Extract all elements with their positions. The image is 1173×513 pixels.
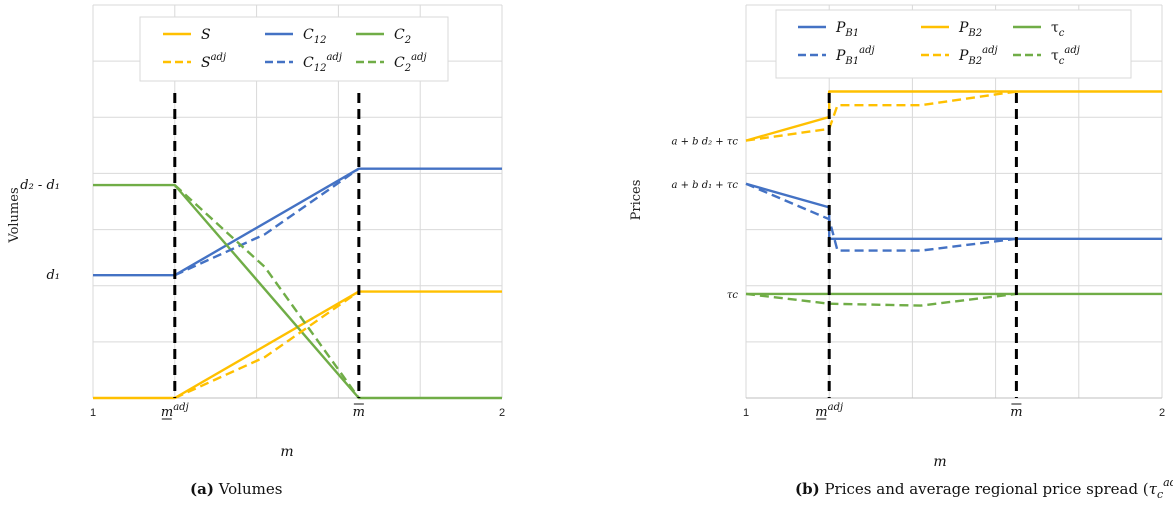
series-line-yellow <box>93 290 502 400</box>
legend-label: PB2 <box>958 20 982 39</box>
legend-label: C2adj <box>394 52 427 74</box>
x-tick-label: 2 <box>499 407 505 419</box>
legend-label: PB1 <box>835 20 859 39</box>
series-line-yellow <box>745 90 1162 142</box>
series-line-green-adj <box>745 292 1017 307</box>
x-tick-label: m <box>353 405 365 420</box>
y-tick-label: a + b d₁ + τc <box>671 180 738 191</box>
legend-label: C2 <box>394 27 411 46</box>
y-axis-title: Volumes <box>7 187 22 243</box>
legend-label: S <box>201 27 211 43</box>
x-axis-title: m <box>933 454 946 470</box>
x-axis-title: m <box>280 444 293 460</box>
legend-label: τcadj <box>1051 45 1080 67</box>
series-line-yellow-adj <box>174 290 360 400</box>
legend-label: τc <box>1051 20 1065 39</box>
figure-caption: (a) Volumes <box>190 480 282 498</box>
legend-label: C12adj <box>303 52 342 74</box>
y-tick-label: a + b d₂ + τc <box>671 137 738 148</box>
series-line-green-adj <box>173 184 360 399</box>
legend-label: PB2adj <box>958 45 998 67</box>
series-line-yellow-adj <box>745 90 1017 142</box>
x-tick-label: madj <box>161 402 189 420</box>
series-line-blue <box>93 167 502 277</box>
x-tick-label: 2 <box>1159 407 1165 419</box>
chart-panel-b: 1 madj m 2 a + b d₂ + τc a + b d₁ + τc τc Price… <box>629 4 1173 501</box>
series-line-blue <box>745 182 1162 241</box>
y-axis-title: Prices <box>629 180 644 221</box>
series-line-blue-adj <box>745 182 1017 252</box>
legend: PB1 PB2 τc PB1adj PB2adj τcadj <box>775 9 1132 79</box>
figure-caption: (b) Prices and average regional price sp… <box>795 476 1173 501</box>
legend-box <box>139 16 449 82</box>
x-tick-label: m <box>1010 405 1022 420</box>
chart-panel-a: 1 madj m 2 d₂ - d₁ d₁ Volumes m S C12 C2 Sadj C12adj… <box>7 4 505 498</box>
legend-label: C12 <box>303 27 326 46</box>
legend: S C12 C2 Sadj C12adj C2adj <box>139 16 449 82</box>
legend-label: PB1adj <box>835 45 875 67</box>
x-tick-label: madj <box>815 402 843 420</box>
x-tick-label: 1 <box>743 407 749 419</box>
legend-box <box>775 9 1132 79</box>
y-tick-label: d₁ <box>46 268 60 283</box>
series-line-green <box>93 183 502 400</box>
y-tick-label: d₂ - d₁ <box>20 178 60 193</box>
y-tick-label: τc <box>727 290 739 301</box>
x-tick-label: 1 <box>90 407 96 419</box>
legend-label: Sadj <box>201 52 226 71</box>
series-line-blue-adj <box>174 167 360 277</box>
